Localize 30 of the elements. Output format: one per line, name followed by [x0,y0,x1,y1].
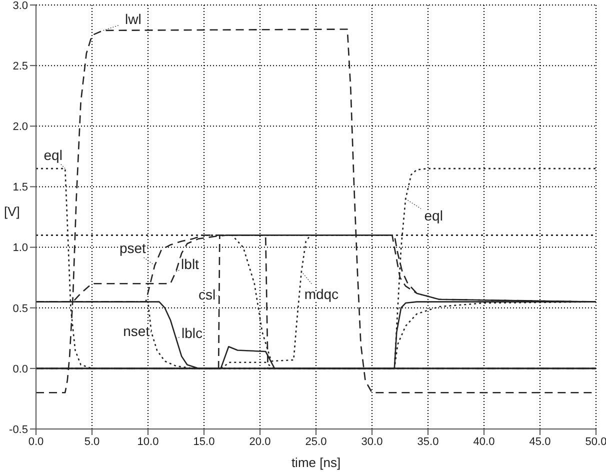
annotation: mdqc [304,286,339,302]
x-axis-title: time [ns] [291,455,341,470]
x-tick-label: 20.0 [249,436,271,448]
annotation: pset [119,240,146,256]
annotation: lblt [181,256,200,272]
x-tick-label: 5.0 [84,436,100,448]
y-tick-label: 1.5 [12,182,28,194]
x-tick-label: 50.0 [585,436,606,448]
x-tick-label: 40.0 [473,436,495,448]
y-tick-label: 0.0 [12,363,28,376]
annotation: lwl [125,11,142,28]
annotation: eql [44,147,62,164]
x-tick-label: 25.0 [305,436,327,448]
x-tick-label: 35.0 [417,436,439,448]
y-axis-title: [V] [4,204,20,220]
y-tick-label: 3.0 [12,0,28,12]
y-tick-label: -0.5 [9,424,28,436]
x-tick-label: 10.0 [137,436,159,448]
annotation: nset [123,322,150,339]
y-tick-label: 1.0 [12,242,28,254]
x-tick-label: 45.0 [529,436,551,448]
x-tick-label: 15.0 [193,436,215,448]
annotation: eql [424,208,443,224]
annotation: lblc [181,324,203,341]
x-tick-label: 0.0 [28,436,44,448]
y-tick-label: 2.0 [12,121,28,134]
y-tick-label: 0.5 [12,302,28,315]
annotation: csl [198,286,216,302]
x-tick-label: 30.0 [361,436,383,448]
y-tick-label: 2.5 [12,60,28,72]
